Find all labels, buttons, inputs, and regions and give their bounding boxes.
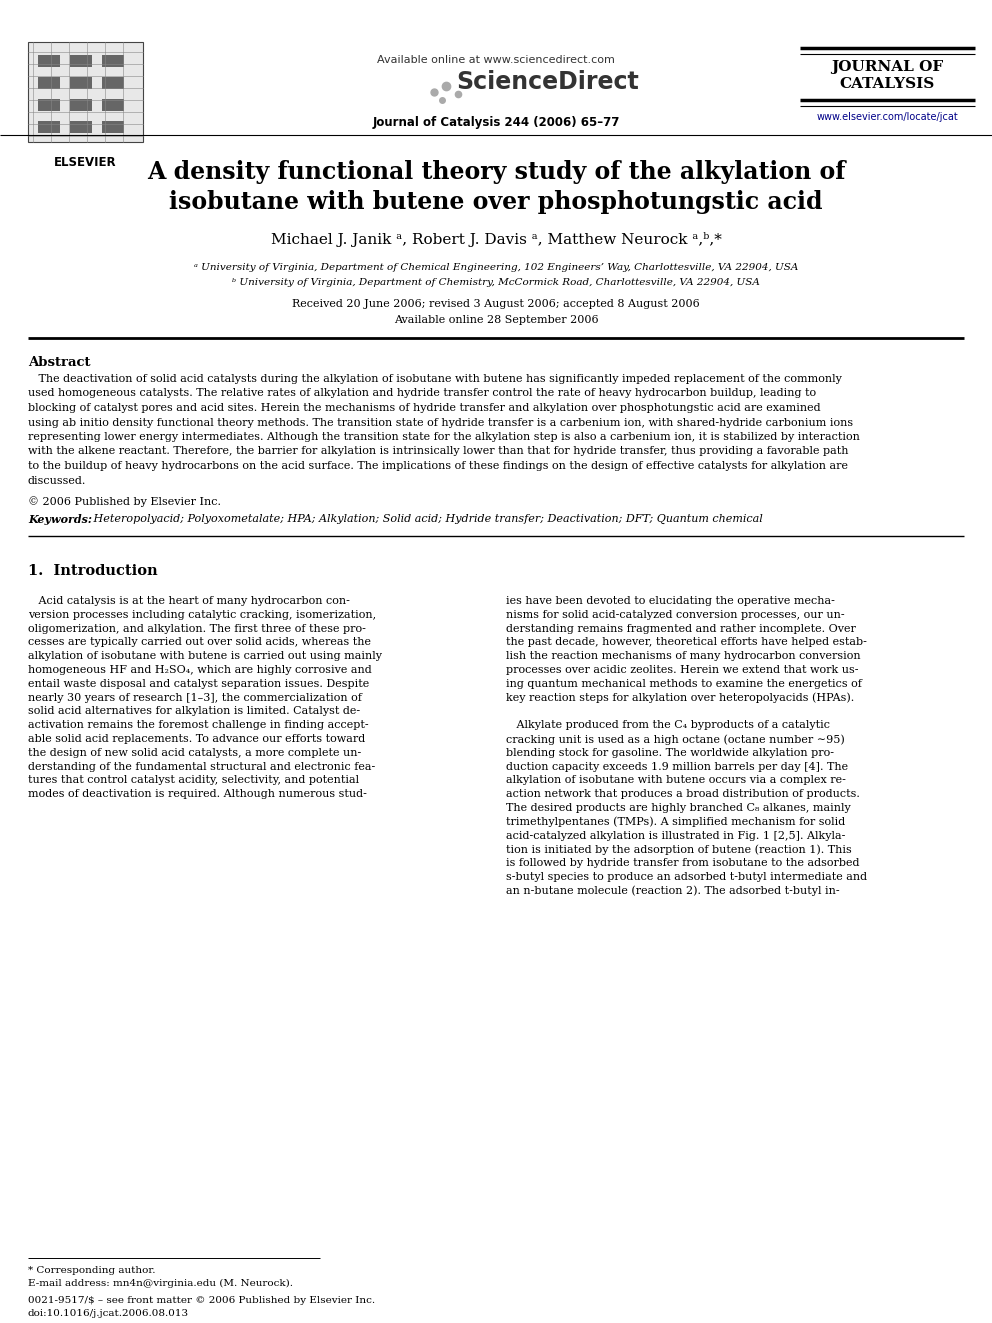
Bar (102, 120, 124, 134)
Text: ScienceDirect: ScienceDirect (456, 70, 639, 94)
Bar (38, 99, 60, 111)
Text: s-butyl species to produce an adsorbed t-butyl intermediate and: s-butyl species to produce an adsorbed t… (506, 872, 867, 882)
Text: version processes including catalytic cracking, isomerization,: version processes including catalytic cr… (28, 610, 376, 619)
Text: processes over acidic zeolites. Herein we extend that work us-: processes over acidic zeolites. Herein w… (506, 665, 858, 675)
Text: tures that control catalyst acidity, selectivity, and potential: tures that control catalyst acidity, sel… (28, 775, 359, 786)
Text: Received 20 June 2006; revised 3 August 2006; accepted 8 August 2006: Received 20 June 2006; revised 3 August … (292, 299, 700, 310)
Text: © 2006 Published by Elsevier Inc.: © 2006 Published by Elsevier Inc. (28, 496, 221, 507)
Text: cesses are typically carried out over solid acids, whereas the: cesses are typically carried out over so… (28, 638, 371, 647)
Text: an n-butane molecule (reaction 2). The adsorbed t-butyl in-: an n-butane molecule (reaction 2). The a… (506, 886, 839, 897)
Text: discussed.: discussed. (28, 475, 86, 486)
Bar (38, 77, 60, 89)
Text: www.elsevier.com/locate/jcat: www.elsevier.com/locate/jcat (816, 112, 958, 122)
Text: * Corresponding author.: * Corresponding author. (28, 1266, 156, 1275)
Text: The desired products are highly branched C₈ alkanes, mainly: The desired products are highly branched… (506, 803, 851, 814)
Text: derstanding remains fragmented and rather incomplete. Over: derstanding remains fragmented and rathe… (506, 623, 856, 634)
Text: cracking unit is used as a high octane (octane number ∼95): cracking unit is used as a high octane (… (506, 734, 845, 745)
Text: lish the reaction mechanisms of many hydrocarbon conversion: lish the reaction mechanisms of many hyd… (506, 651, 861, 662)
Bar (102, 99, 124, 111)
Text: trimethylpentanes (TMPs). A simplified mechanism for solid: trimethylpentanes (TMPs). A simplified m… (506, 816, 845, 827)
Bar (38, 120, 60, 134)
Text: The deactivation of solid acid catalysts during the alkylation of isobutane with: The deactivation of solid acid catalysts… (28, 374, 842, 384)
Text: representing lower energy intermediates. Although the transition state for the a: representing lower energy intermediates.… (28, 433, 860, 442)
Text: Journal of Catalysis 244 (2006) 65–77: Journal of Catalysis 244 (2006) 65–77 (372, 116, 620, 130)
Text: used homogeneous catalysts. The relative rates of alkylation and hydride transfe: used homogeneous catalysts. The relative… (28, 389, 816, 398)
Text: Alkylate produced from the C₄ byproducts of a catalytic: Alkylate produced from the C₄ byproducts… (506, 720, 830, 730)
Text: action network that produces a broad distribution of products.: action network that produces a broad dis… (506, 790, 860, 799)
Bar (70, 56, 92, 67)
Text: Keywords:: Keywords: (28, 515, 92, 525)
Bar (28, 42, 143, 142)
Text: acid-catalyzed alkylation is illustrated in Fig. 1 [2,5]. Alkyla-: acid-catalyzed alkylation is illustrated… (506, 831, 845, 840)
Bar (102, 56, 124, 67)
Text: ies have been devoted to elucidating the operative mecha-: ies have been devoted to elucidating the… (506, 595, 835, 606)
Text: entail waste disposal and catalyst separation issues. Despite: entail waste disposal and catalyst separ… (28, 679, 369, 689)
Bar (38, 56, 60, 67)
Text: derstanding of the fundamental structural and electronic fea-: derstanding of the fundamental structura… (28, 762, 375, 771)
Text: the design of new solid acid catalysts, a more complete un-: the design of new solid acid catalysts, … (28, 747, 361, 758)
Text: the past decade, however, theoretical efforts have helped estab-: the past decade, however, theoretical ef… (506, 638, 867, 647)
Text: JOURNAL OF: JOURNAL OF (831, 60, 943, 74)
Text: ing quantum mechanical methods to examine the energetics of: ing quantum mechanical methods to examin… (506, 679, 862, 689)
Bar (70, 120, 92, 134)
Text: Acid catalysis is at the heart of many hydrocarbon con-: Acid catalysis is at the heart of many h… (28, 595, 350, 606)
Text: using ab initio density functional theory methods. The transition state of hydri: using ab initio density functional theor… (28, 418, 853, 427)
Bar (70, 99, 92, 111)
Text: able solid acid replacements. To advance our efforts toward: able solid acid replacements. To advance… (28, 734, 365, 744)
Text: ᵇ University of Virginia, Department of Chemistry, McCormick Road, Charlottesvil: ᵇ University of Virginia, Department of … (232, 278, 760, 287)
Bar (102, 77, 124, 89)
Text: 1.  Introduction: 1. Introduction (28, 564, 158, 578)
Text: ELSEVIER: ELSEVIER (54, 156, 116, 169)
Text: to the buildup of heavy hydrocarbons on the acid surface. The implications of th: to the buildup of heavy hydrocarbons on … (28, 460, 848, 471)
Text: duction capacity exceeds 1.9 million barrels per day [4]. The: duction capacity exceeds 1.9 million bar… (506, 762, 848, 771)
Text: Available online at www.sciencedirect.com: Available online at www.sciencedirect.co… (377, 56, 615, 65)
Text: oligomerization, and alkylation. The first three of these pro-: oligomerization, and alkylation. The fir… (28, 623, 366, 634)
Text: Heteropolyacid; Polyoxometalate; HPA; Alkylation; Solid acid; Hydride transfer; : Heteropolyacid; Polyoxometalate; HPA; Al… (90, 515, 763, 524)
Text: nisms for solid acid-catalyzed conversion processes, our un-: nisms for solid acid-catalyzed conversio… (506, 610, 844, 619)
Text: 0021-9517/$ – see front matter © 2006 Published by Elsevier Inc.: 0021-9517/$ – see front matter © 2006 Pu… (28, 1297, 375, 1304)
Text: nearly 30 years of research [1–3], the commercialization of: nearly 30 years of research [1–3], the c… (28, 693, 362, 703)
Text: modes of deactivation is required. Although numerous stud-: modes of deactivation is required. Altho… (28, 790, 367, 799)
Text: ᵃ University of Virginia, Department of Chemical Engineering, 102 Engineers’ Way: ᵃ University of Virginia, Department of … (193, 263, 799, 273)
Text: E-mail address: mn4n@virginia.edu (M. Neurock).: E-mail address: mn4n@virginia.edu (M. Ne… (28, 1279, 293, 1289)
Text: solid acid alternatives for alkylation is limited. Catalyst de-: solid acid alternatives for alkylation i… (28, 706, 360, 716)
Text: blending stock for gasoline. The worldwide alkylation pro-: blending stock for gasoline. The worldwi… (506, 747, 834, 758)
Text: isobutane with butene over phosphotungstic acid: isobutane with butene over phosphotungst… (170, 191, 822, 214)
Bar (70, 77, 92, 89)
Text: tion is initiated by the adsorption of butene (reaction 1). This: tion is initiated by the adsorption of b… (506, 844, 852, 855)
Text: alkylation of isobutane with butene is carried out using mainly: alkylation of isobutane with butene is c… (28, 651, 382, 662)
Text: key reaction steps for alkylation over heteropolyacids (HPAs).: key reaction steps for alkylation over h… (506, 693, 854, 703)
Text: activation remains the foremost challenge in finding accept-: activation remains the foremost challeng… (28, 720, 369, 730)
Text: homogeneous HF and H₂SO₄, which are highly corrosive and: homogeneous HF and H₂SO₄, which are high… (28, 665, 372, 675)
Text: with the alkene reactant. Therefore, the barrier for alkylation is intrinsically: with the alkene reactant. Therefore, the… (28, 446, 848, 456)
Text: Michael J. Janik ᵃ, Robert J. Davis ᵃ, Matthew Neurock ᵃ,ᵇ,*: Michael J. Janik ᵃ, Robert J. Davis ᵃ, M… (271, 232, 721, 247)
Text: Abstract: Abstract (28, 356, 90, 369)
Text: doi:10.1016/j.jcat.2006.08.013: doi:10.1016/j.jcat.2006.08.013 (28, 1308, 189, 1318)
Text: CATALYSIS: CATALYSIS (839, 77, 934, 91)
Text: is followed by hydride transfer from isobutane to the adsorbed: is followed by hydride transfer from iso… (506, 859, 859, 868)
Text: A density functional theory study of the alkylation of: A density functional theory study of the… (147, 160, 845, 184)
Text: Available online 28 September 2006: Available online 28 September 2006 (394, 315, 598, 325)
Text: alkylation of isobutane with butene occurs via a complex re-: alkylation of isobutane with butene occu… (506, 775, 846, 786)
Text: blocking of catalyst pores and acid sites. Herein the mechanisms of hydride tran: blocking of catalyst pores and acid site… (28, 404, 820, 413)
